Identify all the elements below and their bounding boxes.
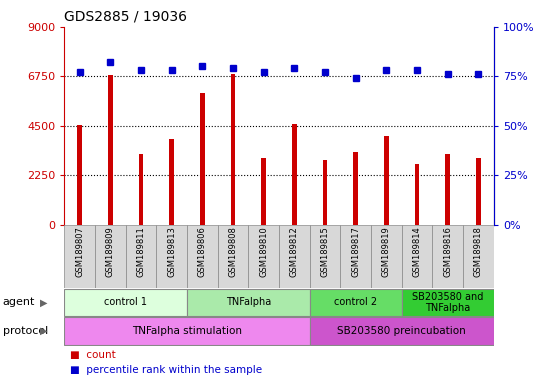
Text: TNFalpha stimulation: TNFalpha stimulation (132, 326, 242, 336)
Text: GSM189816: GSM189816 (443, 227, 453, 277)
Bar (64, 317, 310, 345)
Bar (292, 124, 297, 225)
Text: agent: agent (3, 297, 35, 308)
Bar (310, 317, 494, 345)
Bar (169, 139, 174, 225)
Text: GSM189807: GSM189807 (75, 227, 84, 277)
Bar (77, 125, 82, 225)
Bar (340, 225, 371, 288)
Bar (323, 160, 328, 225)
Text: GSM189815: GSM189815 (320, 227, 330, 277)
Text: protocol: protocol (3, 326, 48, 336)
Text: GDS2885 / 19036: GDS2885 / 19036 (64, 9, 187, 23)
Text: SB203580 and
TNFalpha: SB203580 and TNFalpha (412, 291, 483, 313)
Bar (402, 289, 494, 316)
Bar (248, 225, 279, 288)
Bar (230, 74, 235, 225)
Text: GSM189810: GSM189810 (259, 227, 268, 277)
Text: GSM189812: GSM189812 (290, 227, 299, 277)
Bar (432, 225, 463, 288)
Bar (371, 225, 402, 288)
Bar (279, 225, 310, 288)
Text: TNFalpha: TNFalpha (225, 297, 271, 308)
Bar (310, 225, 340, 288)
Text: control 2: control 2 (334, 297, 377, 308)
Text: GSM189806: GSM189806 (198, 227, 207, 277)
Bar (402, 225, 432, 288)
Bar (415, 164, 420, 225)
Bar (156, 225, 187, 288)
Bar (200, 93, 205, 225)
Bar (463, 225, 494, 288)
Text: GSM189808: GSM189808 (228, 227, 238, 277)
Bar (126, 225, 156, 288)
Text: GSM189813: GSM189813 (167, 227, 176, 277)
Text: GSM189809: GSM189809 (105, 227, 115, 277)
Text: SB203580 preincubation: SB203580 preincubation (338, 326, 466, 336)
Text: ■  percentile rank within the sample: ■ percentile rank within the sample (70, 365, 262, 375)
Bar (261, 157, 266, 225)
Bar (384, 136, 389, 225)
Text: ▶: ▶ (40, 326, 47, 336)
Bar (310, 289, 402, 316)
Bar (476, 157, 481, 225)
Text: GSM189819: GSM189819 (382, 227, 391, 277)
Text: GSM189818: GSM189818 (474, 227, 483, 277)
Bar (218, 225, 248, 288)
Bar (138, 154, 143, 225)
Bar (108, 75, 113, 225)
Bar (64, 289, 187, 316)
Bar (64, 225, 95, 288)
Text: GSM189814: GSM189814 (412, 227, 422, 277)
Bar (187, 225, 218, 288)
Bar (95, 225, 126, 288)
Bar (445, 154, 450, 225)
Text: ▶: ▶ (40, 297, 47, 308)
Bar (353, 152, 358, 225)
Text: GSM189811: GSM189811 (136, 227, 146, 277)
Text: control 1: control 1 (104, 297, 147, 308)
Text: GSM189817: GSM189817 (351, 227, 360, 277)
Text: ■  count: ■ count (70, 350, 116, 360)
Bar (187, 289, 310, 316)
